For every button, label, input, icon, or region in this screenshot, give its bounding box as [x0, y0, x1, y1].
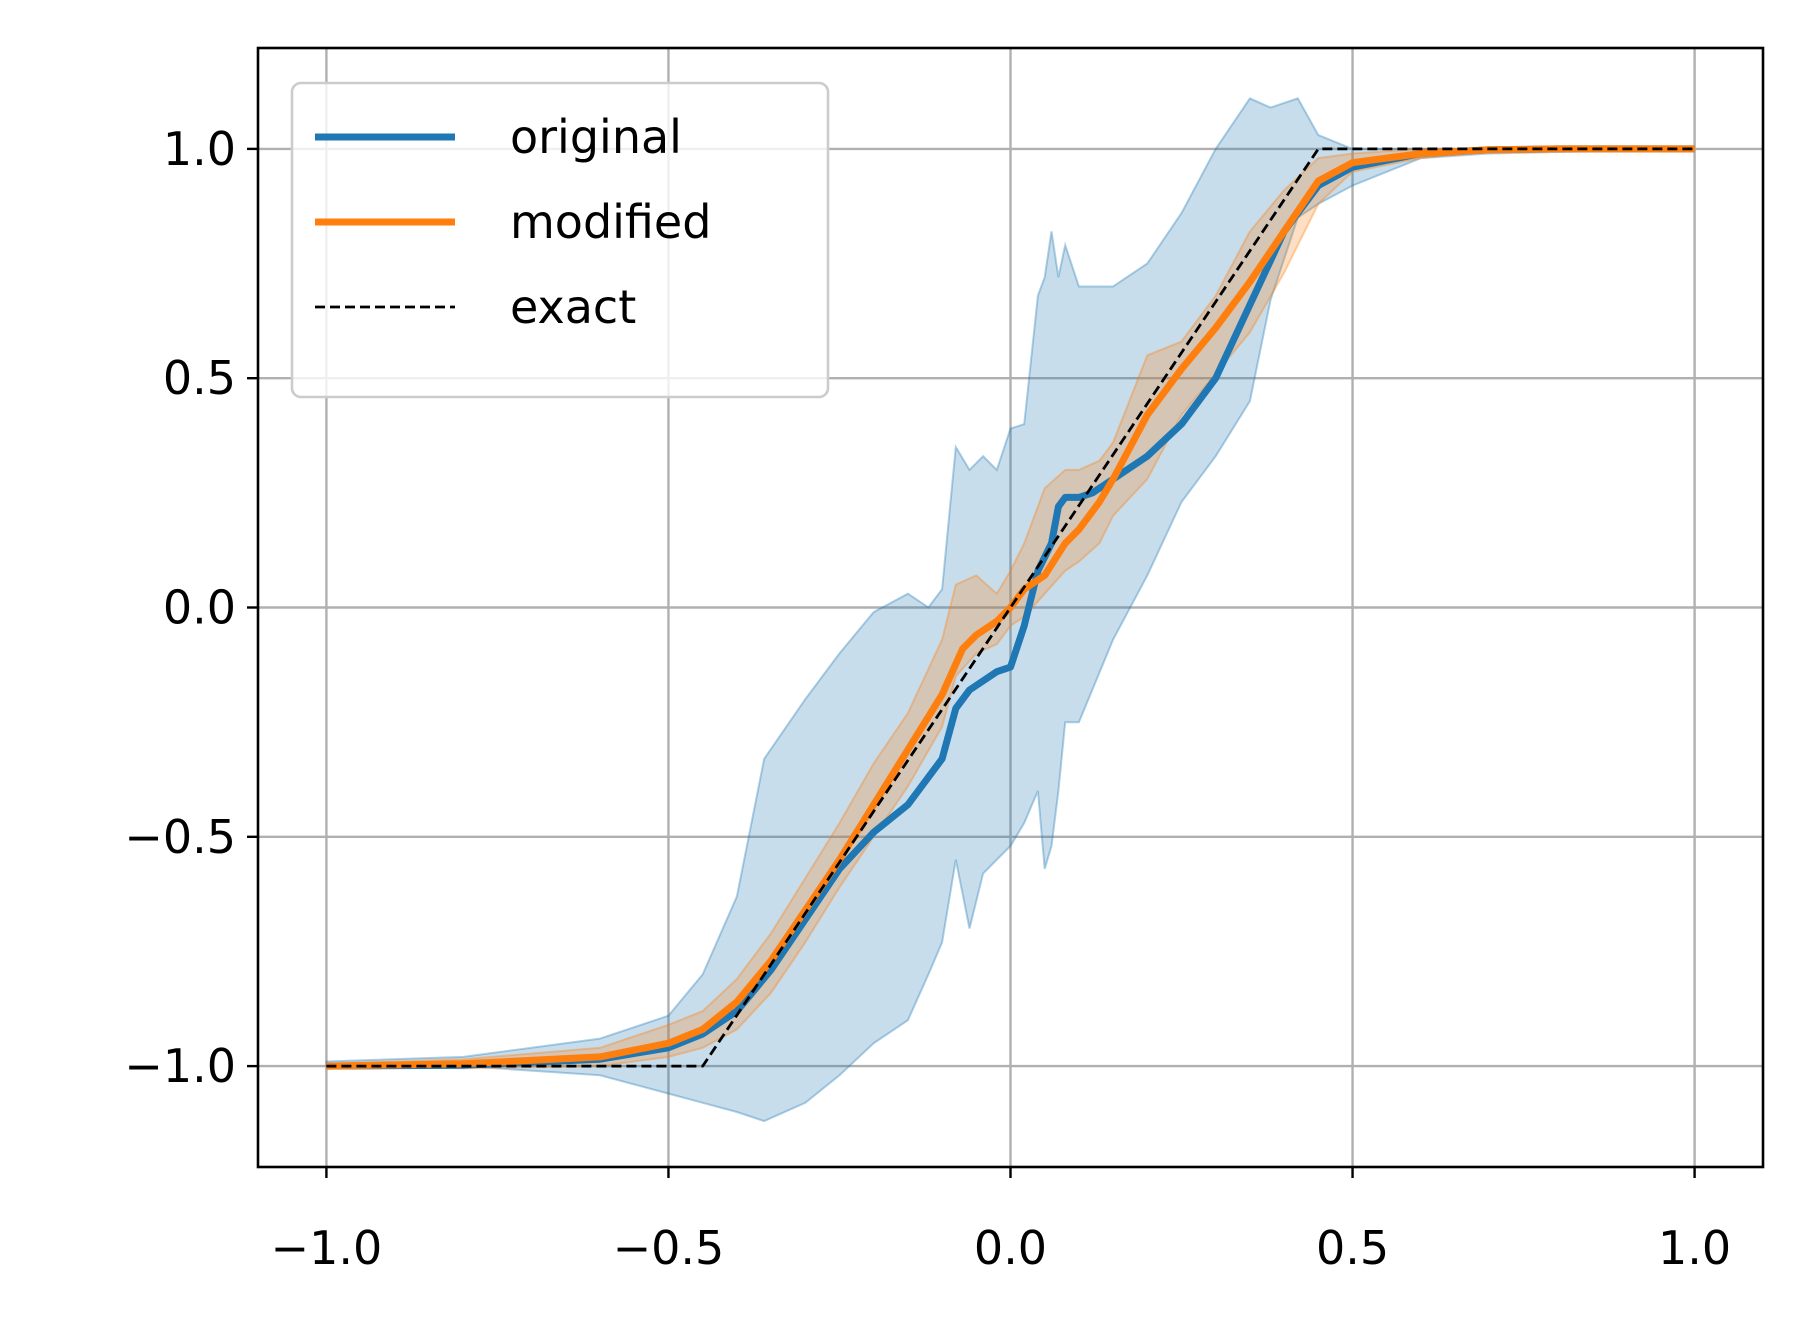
legend-label-exact: exact	[510, 280, 636, 334]
x-tick-labels: −1.0 −0.5 0.0 0.5 1.0	[271, 1221, 1732, 1275]
x-tick-label: 0.0	[974, 1221, 1047, 1275]
x-tick-label: 1.0	[1658, 1221, 1731, 1275]
legend: original modified exact	[290, 81, 830, 399]
x-tick-label: −0.5	[613, 1221, 725, 1275]
y-tick-label: 0.5	[163, 351, 236, 405]
exact-line	[326, 147, 1695, 1068]
series-lines	[326, 145, 1695, 1070]
legend-box	[290, 81, 830, 399]
x-tick-label: 0.5	[1316, 1221, 1389, 1275]
y-tick-label: 0.0	[163, 581, 236, 635]
legend-label-modified: modified	[510, 195, 711, 249]
y-tick-label: −0.5	[124, 810, 236, 864]
x-tick-label: −1.0	[271, 1221, 383, 1275]
y-tick-labels: −1.0 −0.5 0.0 0.5 1.0	[124, 122, 236, 1093]
legend-label-original: original	[510, 110, 682, 164]
y-tick-label: −1.0	[124, 1039, 236, 1093]
axis-ticks	[247, 147, 1696, 1178]
y-tick-label: 1.0	[163, 122, 236, 176]
